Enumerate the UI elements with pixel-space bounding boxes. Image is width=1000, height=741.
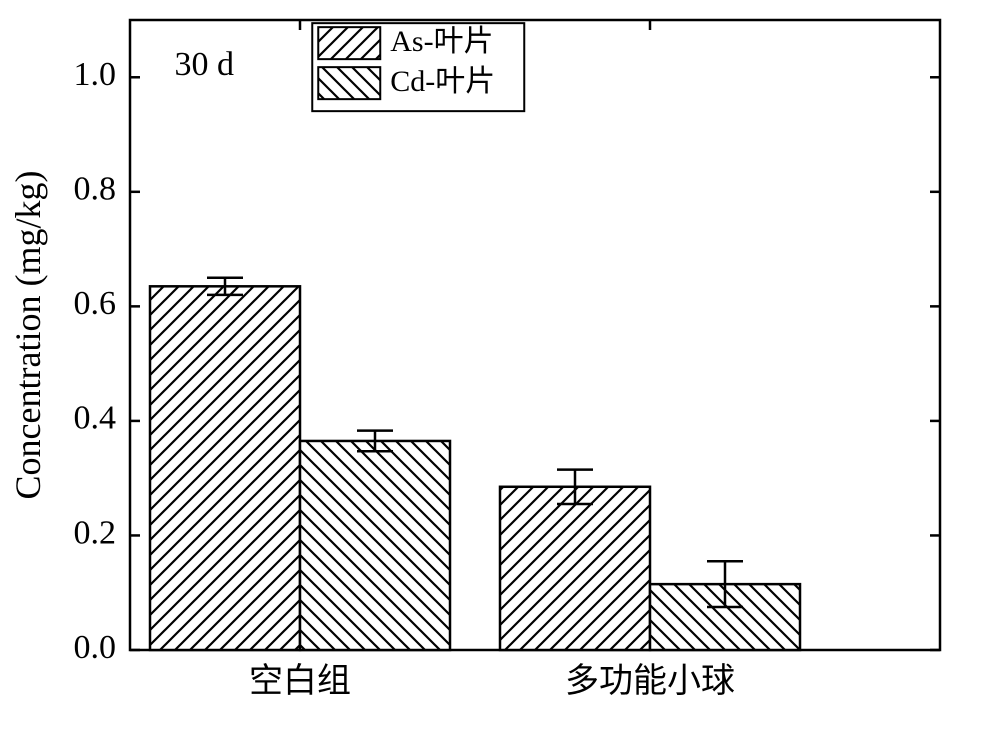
legend-label: Cd-叶片 [390,65,495,98]
bar-as-1 [500,487,650,650]
bar-chart: 0.0 0.2 0.4 0.6 0.8 1.0 Concentration (mg/kg) 空… [0,0,1000,741]
x-tick-label: 多功能小球 [565,662,735,700]
legend-label: As-叶片 [390,25,493,58]
legend-swatch [318,67,380,99]
x-tick-label: 空白组 [249,662,351,700]
y-tick-label: 1.0 [74,56,117,93]
y-tick-label: 0.0 [74,629,117,666]
y-tick-label: 0.6 [74,285,117,322]
y-axis-label: Concentration (mg/kg) [8,171,48,500]
y-tick-label: 0.8 [74,171,117,208]
y-tick-label: 0.4 [74,400,117,437]
legend-swatch [318,27,380,59]
bar-as-0 [150,286,300,650]
bar-cd-0 [300,441,450,650]
y-tick-label: 0.2 [74,514,117,551]
annotation-label: 30 d [175,46,235,83]
chart-container: 0.0 0.2 0.4 0.6 0.8 1.0 Concentration (mg/kg) 空… [0,0,1000,741]
